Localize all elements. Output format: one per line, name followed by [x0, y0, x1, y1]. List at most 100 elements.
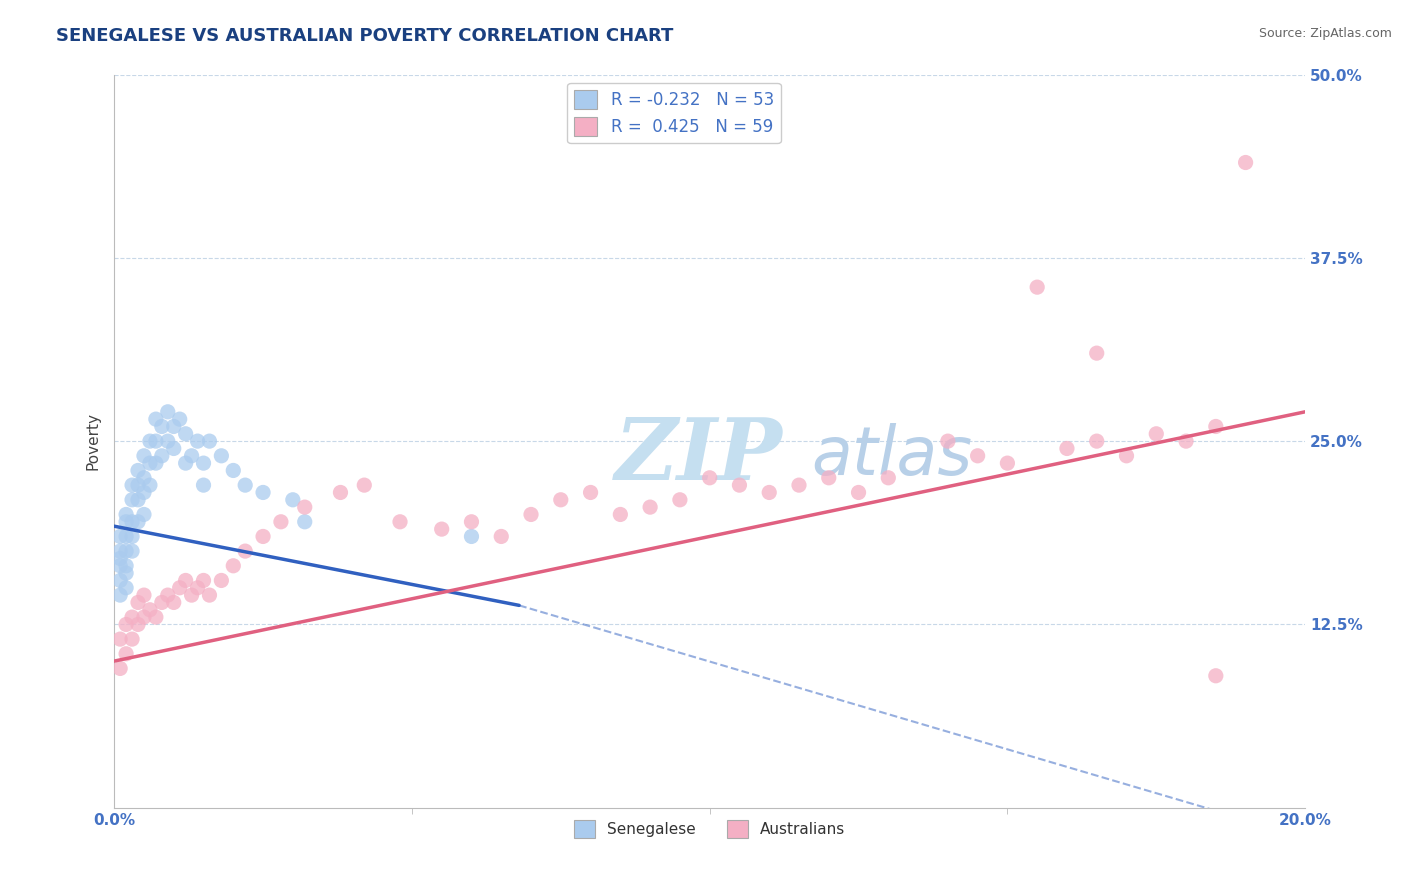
Point — [1205, 419, 1227, 434]
Point — [169, 581, 191, 595]
Point — [460, 529, 482, 543]
Point — [193, 456, 215, 470]
Point — [132, 485, 155, 500]
Point — [121, 544, 143, 558]
Point — [163, 442, 186, 456]
Point — [150, 449, 173, 463]
Point — [127, 492, 149, 507]
Point — [877, 471, 900, 485]
Point — [121, 529, 143, 543]
Point — [115, 515, 138, 529]
Point — [848, 485, 870, 500]
Point — [728, 478, 751, 492]
Point — [1234, 155, 1257, 169]
Point — [139, 478, 162, 492]
Point — [222, 463, 245, 477]
Point — [150, 419, 173, 434]
Y-axis label: Poverty: Poverty — [86, 412, 100, 470]
Point — [1026, 280, 1049, 294]
Point — [121, 515, 143, 529]
Point — [121, 610, 143, 624]
Point — [174, 456, 197, 470]
Point — [198, 434, 221, 449]
Point — [180, 588, 202, 602]
Point — [817, 471, 839, 485]
Point — [669, 492, 692, 507]
Point — [787, 478, 810, 492]
Point — [209, 574, 232, 588]
Point — [108, 529, 131, 543]
Point — [132, 610, 155, 624]
Point — [193, 574, 215, 588]
Text: ZIP: ZIP — [614, 414, 782, 498]
Text: Source: ZipAtlas.com: Source: ZipAtlas.com — [1258, 27, 1392, 40]
Point — [579, 485, 602, 500]
Point — [187, 434, 209, 449]
Point — [156, 588, 179, 602]
Point — [127, 478, 149, 492]
Point — [997, 456, 1019, 470]
Point — [174, 426, 197, 441]
Point — [699, 471, 721, 485]
Point — [389, 515, 412, 529]
Point — [132, 471, 155, 485]
Point — [115, 544, 138, 558]
Point — [132, 588, 155, 602]
Point — [1115, 449, 1137, 463]
Legend: Senegalese, Australians: Senegalese, Australians — [568, 814, 852, 844]
Point — [108, 544, 131, 558]
Point — [115, 566, 138, 581]
Point — [252, 485, 274, 500]
Point — [127, 617, 149, 632]
Point — [329, 485, 352, 500]
Point — [127, 463, 149, 477]
Point — [115, 647, 138, 661]
Point — [163, 595, 186, 609]
Point — [145, 434, 167, 449]
Point — [108, 574, 131, 588]
Point — [132, 508, 155, 522]
Point — [550, 492, 572, 507]
Point — [127, 595, 149, 609]
Point — [1056, 442, 1078, 456]
Point — [180, 449, 202, 463]
Point — [638, 500, 661, 515]
Point — [491, 529, 513, 543]
Point — [1205, 669, 1227, 683]
Point — [281, 492, 304, 507]
Point — [520, 508, 543, 522]
Point — [1144, 426, 1167, 441]
Point — [270, 515, 292, 529]
Point — [108, 551, 131, 566]
Point — [353, 478, 375, 492]
Point — [156, 405, 179, 419]
Text: atlas: atlas — [811, 423, 972, 489]
Point — [139, 456, 162, 470]
Point — [108, 661, 131, 675]
Point — [187, 581, 209, 595]
Point — [121, 478, 143, 492]
Point — [139, 434, 162, 449]
Point — [193, 478, 215, 492]
Text: SENEGALESE VS AUSTRALIAN POVERTY CORRELATION CHART: SENEGALESE VS AUSTRALIAN POVERTY CORRELA… — [56, 27, 673, 45]
Point — [115, 508, 138, 522]
Point — [132, 449, 155, 463]
Point — [936, 434, 959, 449]
Point — [1085, 346, 1108, 360]
Point — [150, 595, 173, 609]
Point — [252, 529, 274, 543]
Point — [115, 529, 138, 543]
Point — [115, 558, 138, 573]
Point — [430, 522, 453, 536]
Point — [1175, 434, 1198, 449]
Point — [233, 478, 256, 492]
Point — [460, 515, 482, 529]
Point — [169, 412, 191, 426]
Point — [115, 617, 138, 632]
Point — [294, 515, 316, 529]
Point — [145, 412, 167, 426]
Point — [127, 515, 149, 529]
Point — [198, 588, 221, 602]
Point — [174, 574, 197, 588]
Point — [233, 544, 256, 558]
